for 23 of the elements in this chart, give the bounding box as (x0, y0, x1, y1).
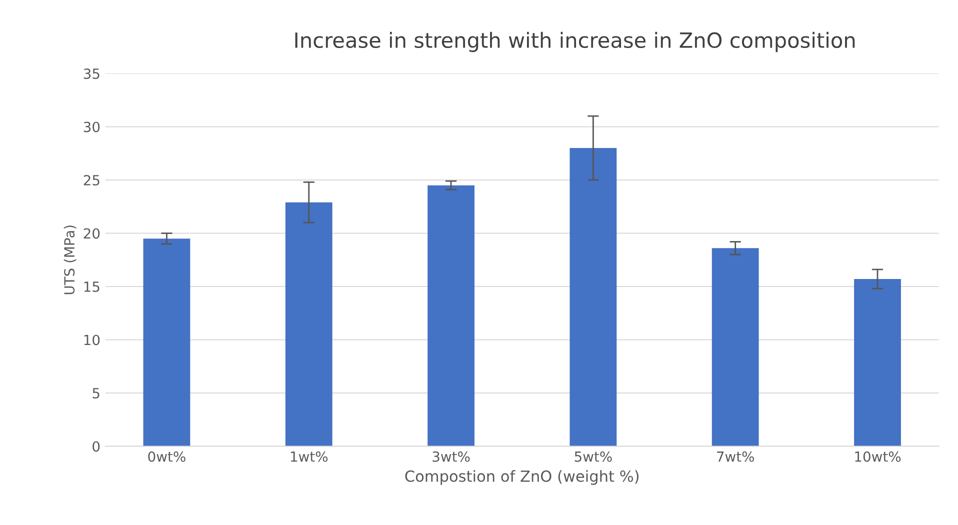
y-tick-label: 10 (84, 334, 100, 346)
x-axis-title: Compostion of ZnO (weight %) (405, 470, 639, 485)
y-tick-label: 30 (84, 122, 100, 132)
bar (854, 279, 901, 446)
y-tick-label: 15 (84, 282, 100, 292)
x-tick-label: 7wt% (717, 451, 754, 462)
y-tick-label: 5 (92, 388, 100, 398)
x-tick-label: 10wt% (855, 451, 901, 462)
y-tick-label: 20 (84, 228, 100, 239)
x-tick-label: 1wt% (290, 451, 328, 462)
x-tick-label: 5wt% (574, 451, 612, 462)
bar (570, 148, 617, 446)
bar (285, 202, 332, 446)
x-tick-label: 0wt% (148, 451, 186, 462)
y-tick-label: 35 (84, 68, 100, 79)
y-tick-label: 25 (84, 174, 100, 186)
x-tick-label: 3wt% (432, 451, 470, 462)
y-axis-title: UTS (MPa) (64, 226, 76, 294)
y-tick-label: 0 (92, 441, 100, 452)
bar (428, 185, 474, 446)
chart-title: Increase in strength with increase in ZnO composition (295, 32, 855, 52)
bar (143, 238, 190, 446)
bar (712, 248, 759, 446)
